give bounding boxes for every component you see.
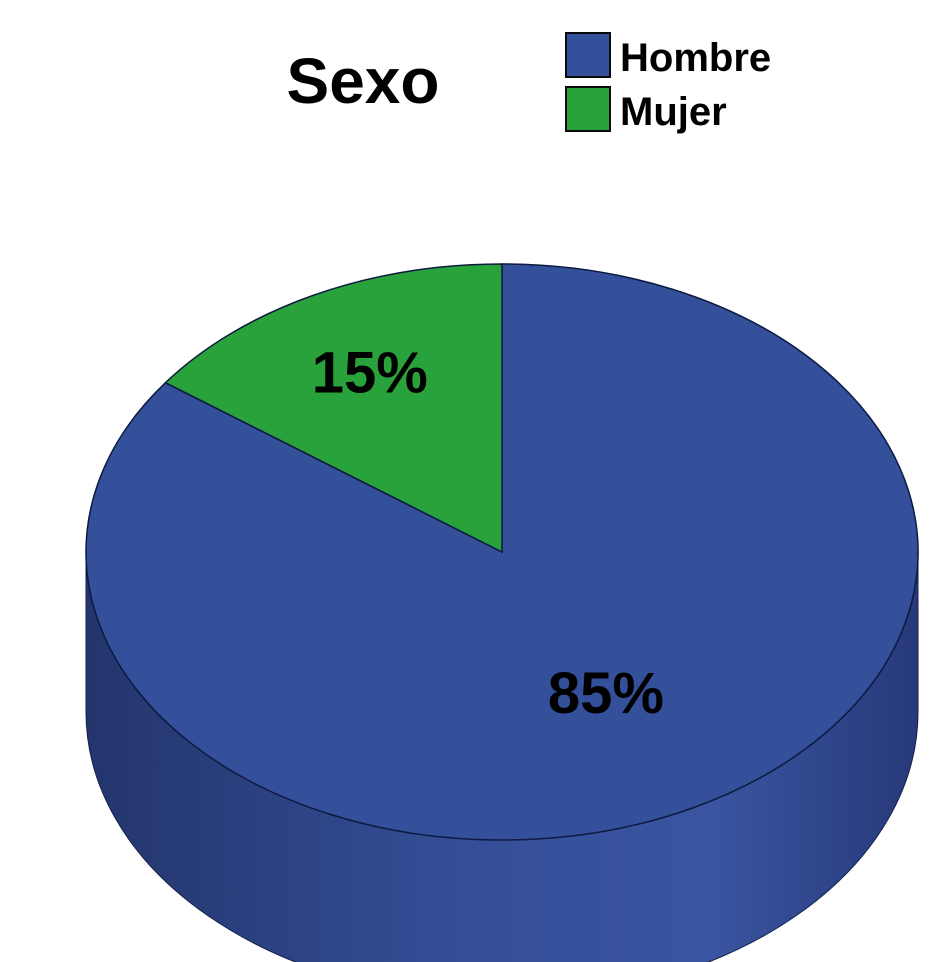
slice-label-mujer: 15%	[312, 340, 428, 405]
legend-label-mujer: Mujer	[620, 90, 727, 134]
pie	[85, 263, 919, 962]
legend-label-hombre: Hombre	[620, 36, 771, 80]
legend-swatch-hombre	[565, 32, 611, 78]
chart-title: Sexo	[287, 45, 440, 117]
slice-label-hombre: 85%	[548, 661, 664, 726]
legend: Hombre Mujer	[565, 32, 771, 134]
legend-swatch-mujer	[565, 86, 611, 132]
pie-slice-mujer	[164, 263, 503, 554]
